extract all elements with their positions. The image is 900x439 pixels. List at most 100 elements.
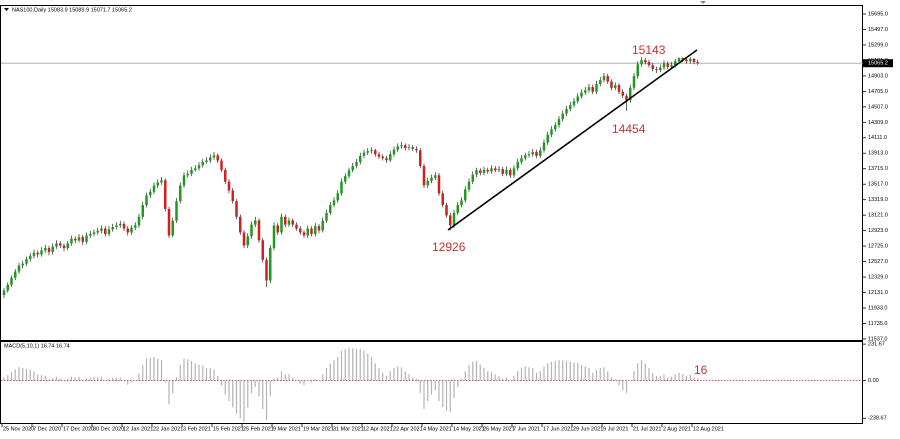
- candle-body: [164, 180, 167, 209]
- candle-body: [81, 237, 84, 242]
- candle-body: [437, 175, 441, 194]
- candle-body: [175, 201, 178, 221]
- candle-body: [404, 145, 407, 149]
- y-tick-label: 14903.0: [868, 73, 888, 79]
- macd-tick-label: 0.00: [868, 378, 879, 384]
- candle-body: [681, 58, 684, 60]
- x-tick-label: 12 Apr 2021: [363, 426, 393, 432]
- y-tick-label: 11933.0: [868, 305, 887, 311]
- candle-body: [265, 259, 268, 281]
- y-tick-label: 14507.0: [868, 104, 888, 110]
- candle-body: [591, 87, 594, 92]
- candle-body: [449, 215, 452, 226]
- candle-body: [51, 246, 54, 252]
- candle-body: [231, 190, 234, 202]
- candle-body: [6, 284, 9, 291]
- candle-body: [336, 193, 339, 201]
- candle-body: [617, 85, 621, 92]
- candle-body: [197, 165, 201, 169]
- candle-body: [565, 108, 568, 114]
- candle-body: [10, 277, 13, 285]
- candle-body: [227, 181, 231, 191]
- candle-body: [74, 238, 77, 241]
- x-tick-label: 9 Mar 2021: [273, 426, 301, 432]
- candle-body: [29, 255, 32, 260]
- candle-body: [302, 232, 306, 236]
- candle-body: [625, 95, 628, 101]
- candle-body: [569, 105, 572, 109]
- x-tick-label: 22 Apr 2021: [393, 426, 423, 432]
- candle-body: [269, 248, 272, 281]
- candle-body: [130, 227, 133, 233]
- x-tick-label: 17 Jun 2021: [543, 426, 573, 432]
- candle-body: [295, 224, 298, 229]
- x-tick-label: 29 Jun 2021: [573, 426, 603, 432]
- candle-body: [486, 169, 489, 172]
- x-tick-label: 17 Dec 2020: [63, 426, 94, 432]
- candle-body: [246, 236, 249, 246]
- candle-body: [377, 154, 381, 157]
- candle-body: [182, 175, 186, 186]
- candle-body: [186, 173, 189, 176]
- x-tick-label: 30 Dec 2020: [93, 426, 124, 432]
- candle-body: [62, 245, 66, 249]
- candle-body: [655, 69, 658, 71]
- candle-body: [254, 220, 257, 225]
- candle-body: [59, 243, 62, 246]
- plot-area: [1, 57, 863, 422]
- candle-body: [385, 158, 388, 161]
- candle-body: [321, 220, 324, 231]
- candle-body: [25, 259, 28, 264]
- candle-body: [122, 223, 126, 229]
- candle-body: [171, 220, 174, 236]
- candle-body: [460, 200, 463, 206]
- macd-tick-label: -238.67: [868, 416, 887, 422]
- candle-body: [272, 225, 276, 249]
- x-tick-label: 26 May 2021: [483, 426, 515, 432]
- candle-body: [430, 177, 433, 181]
- candle-body: [362, 152, 366, 156]
- candle-body: [587, 87, 591, 91]
- x-tick-label: 9 Jul 2021: [603, 426, 628, 432]
- candle-body: [475, 170, 478, 175]
- candle-body: [85, 235, 88, 242]
- candle-body: [527, 154, 531, 156]
- candle-body: [209, 157, 212, 161]
- x-tick-label: 25 Nov 2020: [3, 426, 34, 432]
- candle-body: [554, 125, 557, 130]
- x-tick-label: 4 May 2021: [423, 426, 452, 432]
- candle-body: [66, 243, 69, 249]
- candle-body: [689, 58, 692, 62]
- candle-body: [381, 156, 384, 159]
- candle-body: [659, 67, 662, 71]
- candle-body: [561, 113, 564, 120]
- candle-body: [610, 81, 613, 88]
- candle-body: [351, 166, 354, 171]
- candle-body: [14, 271, 17, 278]
- candle-body: [261, 240, 264, 260]
- macd-panel-frame: [0, 341, 863, 424]
- candle-body: [445, 205, 448, 216]
- candle-body: [407, 147, 411, 149]
- candle-body: [651, 65, 654, 70]
- window-marker: [700, 1, 706, 4]
- candle-body: [134, 225, 137, 228]
- candle-body: [576, 96, 579, 102]
- candle-body: [2, 290, 6, 295]
- candle-body: [674, 61, 677, 66]
- candle-body: [400, 145, 403, 147]
- candle-body: [55, 243, 58, 247]
- candle-body: [520, 158, 523, 163]
- candle-body: [366, 151, 369, 153]
- candle-body: [359, 155, 362, 163]
- y-tick-label: 12131.0: [868, 290, 888, 296]
- candle-body: [636, 64, 639, 77]
- x-tick-label: 7 Jun 2021: [513, 426, 540, 432]
- candle-body: [310, 228, 313, 235]
- candle-body: [494, 168, 497, 171]
- candle-body: [257, 220, 261, 241]
- y-tick-label: 15299.0: [868, 42, 888, 48]
- candle-body: [471, 174, 474, 182]
- x-tick-label: 12 Jan 2021: [123, 426, 153, 432]
